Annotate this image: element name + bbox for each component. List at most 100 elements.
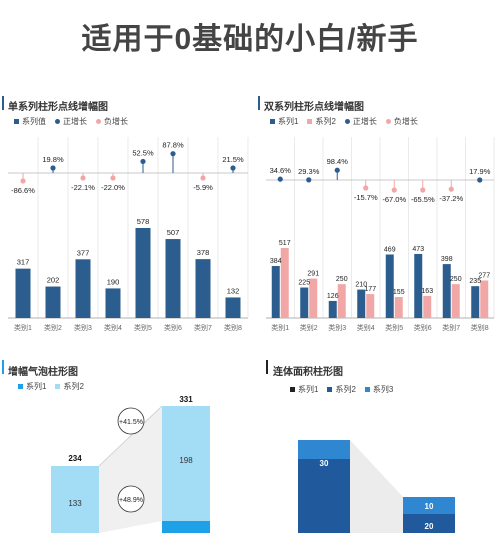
- panel1-growth-dot: [20, 178, 26, 184]
- panel2-growth-dot: [363, 185, 369, 191]
- panel4-bar1-series2: [298, 459, 350, 533]
- panel3-legend-item: 系列2: [55, 381, 84, 392]
- panel2-growth-label: -65.5%: [411, 195, 435, 204]
- panel2-legend-label: 系列1: [278, 117, 299, 126]
- panel2-bar2-value: 177: [364, 286, 376, 293]
- panel1-bar-value: 202: [47, 276, 60, 285]
- panel2-legend-item: 系列1: [270, 116, 298, 127]
- panel1-growth-dot: [230, 165, 236, 171]
- panel2-bar2-value: 163: [421, 288, 433, 295]
- panel4-segment-label: 20: [425, 522, 434, 531]
- panel1-bar: [165, 239, 181, 318]
- panel3-bar2-series2: [162, 406, 210, 521]
- panel2-growth-dot: [448, 186, 454, 192]
- panel4-legend-item: 系列2: [327, 384, 356, 395]
- panel1-growth-label: -22.0%: [101, 183, 125, 192]
- panel1-accent: [2, 96, 4, 110]
- panel2-bar1-value: 225: [298, 280, 310, 287]
- panel2-bar-series1: [271, 266, 280, 318]
- panel2-bar-series1: [357, 289, 366, 318]
- panel1-growth-label: 19.8%: [42, 155, 64, 164]
- panel2-bar-series1: [414, 253, 423, 318]
- panel2-bar-series1: [442, 264, 451, 318]
- panel2-bar2-value: 291: [307, 271, 319, 278]
- panel2-legend-swatch: [307, 119, 313, 124]
- panel2-bar-series2: [337, 284, 346, 318]
- panel1-growth-label: -22.1%: [71, 183, 95, 192]
- panel4-segment-label: 30: [320, 459, 329, 468]
- panel4-bar2-series2: [403, 514, 455, 533]
- panel1-bar: [105, 288, 121, 318]
- panel4-segment-label: 10: [425, 502, 434, 511]
- panel2-bar-series1: [300, 287, 309, 318]
- panel1-growth-dot: [140, 158, 146, 165]
- panel4-legend-swatch: [364, 387, 370, 392]
- panel2-bar1-value: 210: [355, 282, 367, 289]
- panel3-bar2-series1: [162, 521, 210, 533]
- panel3-connector-line: [98, 405, 163, 467]
- panel1-growth-dot: [200, 175, 206, 181]
- panel3-legend-swatch: [18, 384, 23, 389]
- panel2-bar-series1: [328, 300, 337, 318]
- panel1-legend: 系列值 正增长 负增长: [14, 116, 128, 127]
- panel1-growth-dot: [170, 151, 176, 157]
- panel1-legend-item: 系列值: [14, 116, 46, 127]
- panel4-legend-label: 系列1: [298, 385, 319, 394]
- panel1-bar-value: 378: [197, 248, 210, 257]
- panel3-title: 增幅气泡柱形图: [8, 367, 78, 378]
- panel1-growth-label: -86.6%: [11, 186, 35, 195]
- panel1-growth-dot: [110, 175, 116, 181]
- panel2-growth-dot: [277, 176, 283, 182]
- panel2-bar1-value: 126: [327, 293, 339, 300]
- panel2-bar-series2: [480, 280, 489, 318]
- panel3-growth-bubble: [117, 407, 145, 435]
- panel2-chart: 384 517 类别1 34.6% 225 291 类别2 29.3% 126 250 类别3 98.…: [266, 137, 495, 332]
- panel1-bar-value: 190: [107, 277, 120, 286]
- panel4-title: 连体面积柱形图: [273, 367, 343, 378]
- panel1-bar-value: 507: [167, 228, 180, 237]
- panel2-legend-item: 系列2: [307, 116, 336, 127]
- panel2-legend-swatch: [344, 119, 350, 124]
- page-title: 适用于0基础的小白/新手: [81, 23, 419, 56]
- panel4-legend-label: 系列3: [372, 385, 394, 394]
- panel2-title: 双系列柱形点线增幅图: [264, 102, 364, 113]
- panel3-accent: [2, 360, 4, 374]
- panel2-category-label: 类别3: [328, 323, 346, 332]
- panel1-growth-dot: [50, 165, 56, 171]
- panel2-legend-item: 正增长: [344, 116, 377, 127]
- panel2-category-label: 类别6: [414, 323, 432, 332]
- panel4-bar1-series3: [298, 440, 350, 459]
- panel3-legend-label: 系列2: [63, 382, 84, 391]
- panel4-chart: 30 10 20: [298, 440, 455, 533]
- panel2-category-label: 类别1: [271, 323, 289, 332]
- panel3-legend-item: 系列1: [18, 381, 46, 392]
- panel2-category-label: 类别7: [442, 323, 460, 332]
- panel1-bar-value: 377: [77, 248, 90, 257]
- panel1-bar: [195, 259, 211, 318]
- panel1-growth-label: 21.5%: [222, 155, 244, 164]
- panel2-bar2-value: 250: [450, 276, 462, 283]
- panel1-category-label: 类别6: [164, 323, 182, 332]
- panel1-chart: 317 类别1 -86.6% 202 类别2 19.8% 377 类别3 -22.1% 190 类别…: [8, 137, 249, 332]
- panel1-growth-label: 52.5%: [132, 148, 154, 157]
- panel2-growth-label: 98.4%: [327, 157, 349, 166]
- panel2-growth-label: 34.6%: [270, 166, 292, 175]
- panel1-category-label: 类别4: [104, 323, 122, 332]
- panel2-growth-dot: [477, 177, 483, 183]
- panel2-legend-label: 正增长: [352, 117, 377, 126]
- panel2-category-label: 类别4: [357, 323, 375, 332]
- panel2-growth-label: 29.3%: [298, 167, 320, 176]
- panel2-growth-dot: [391, 187, 397, 193]
- panel3-bar1-series2: [51, 466, 99, 533]
- panel3-bubble-label: +48.9%: [119, 497, 143, 504]
- panel2-growth-label: 17.9%: [469, 167, 491, 176]
- panel1-category-label: 类别1: [14, 323, 32, 332]
- panel1-legend-item: 负增长: [96, 116, 128, 127]
- panel2-legend-label: 系列2: [315, 117, 336, 126]
- panel1-legend-label: 负增长: [104, 117, 128, 126]
- panel3-growth-bubble: [117, 485, 145, 513]
- panel4-legend-swatch: [327, 387, 333, 392]
- panel2-bar-series2: [309, 278, 318, 318]
- panel2-category-label: 类别2: [300, 323, 318, 332]
- panel2-bar-series1: [385, 254, 394, 318]
